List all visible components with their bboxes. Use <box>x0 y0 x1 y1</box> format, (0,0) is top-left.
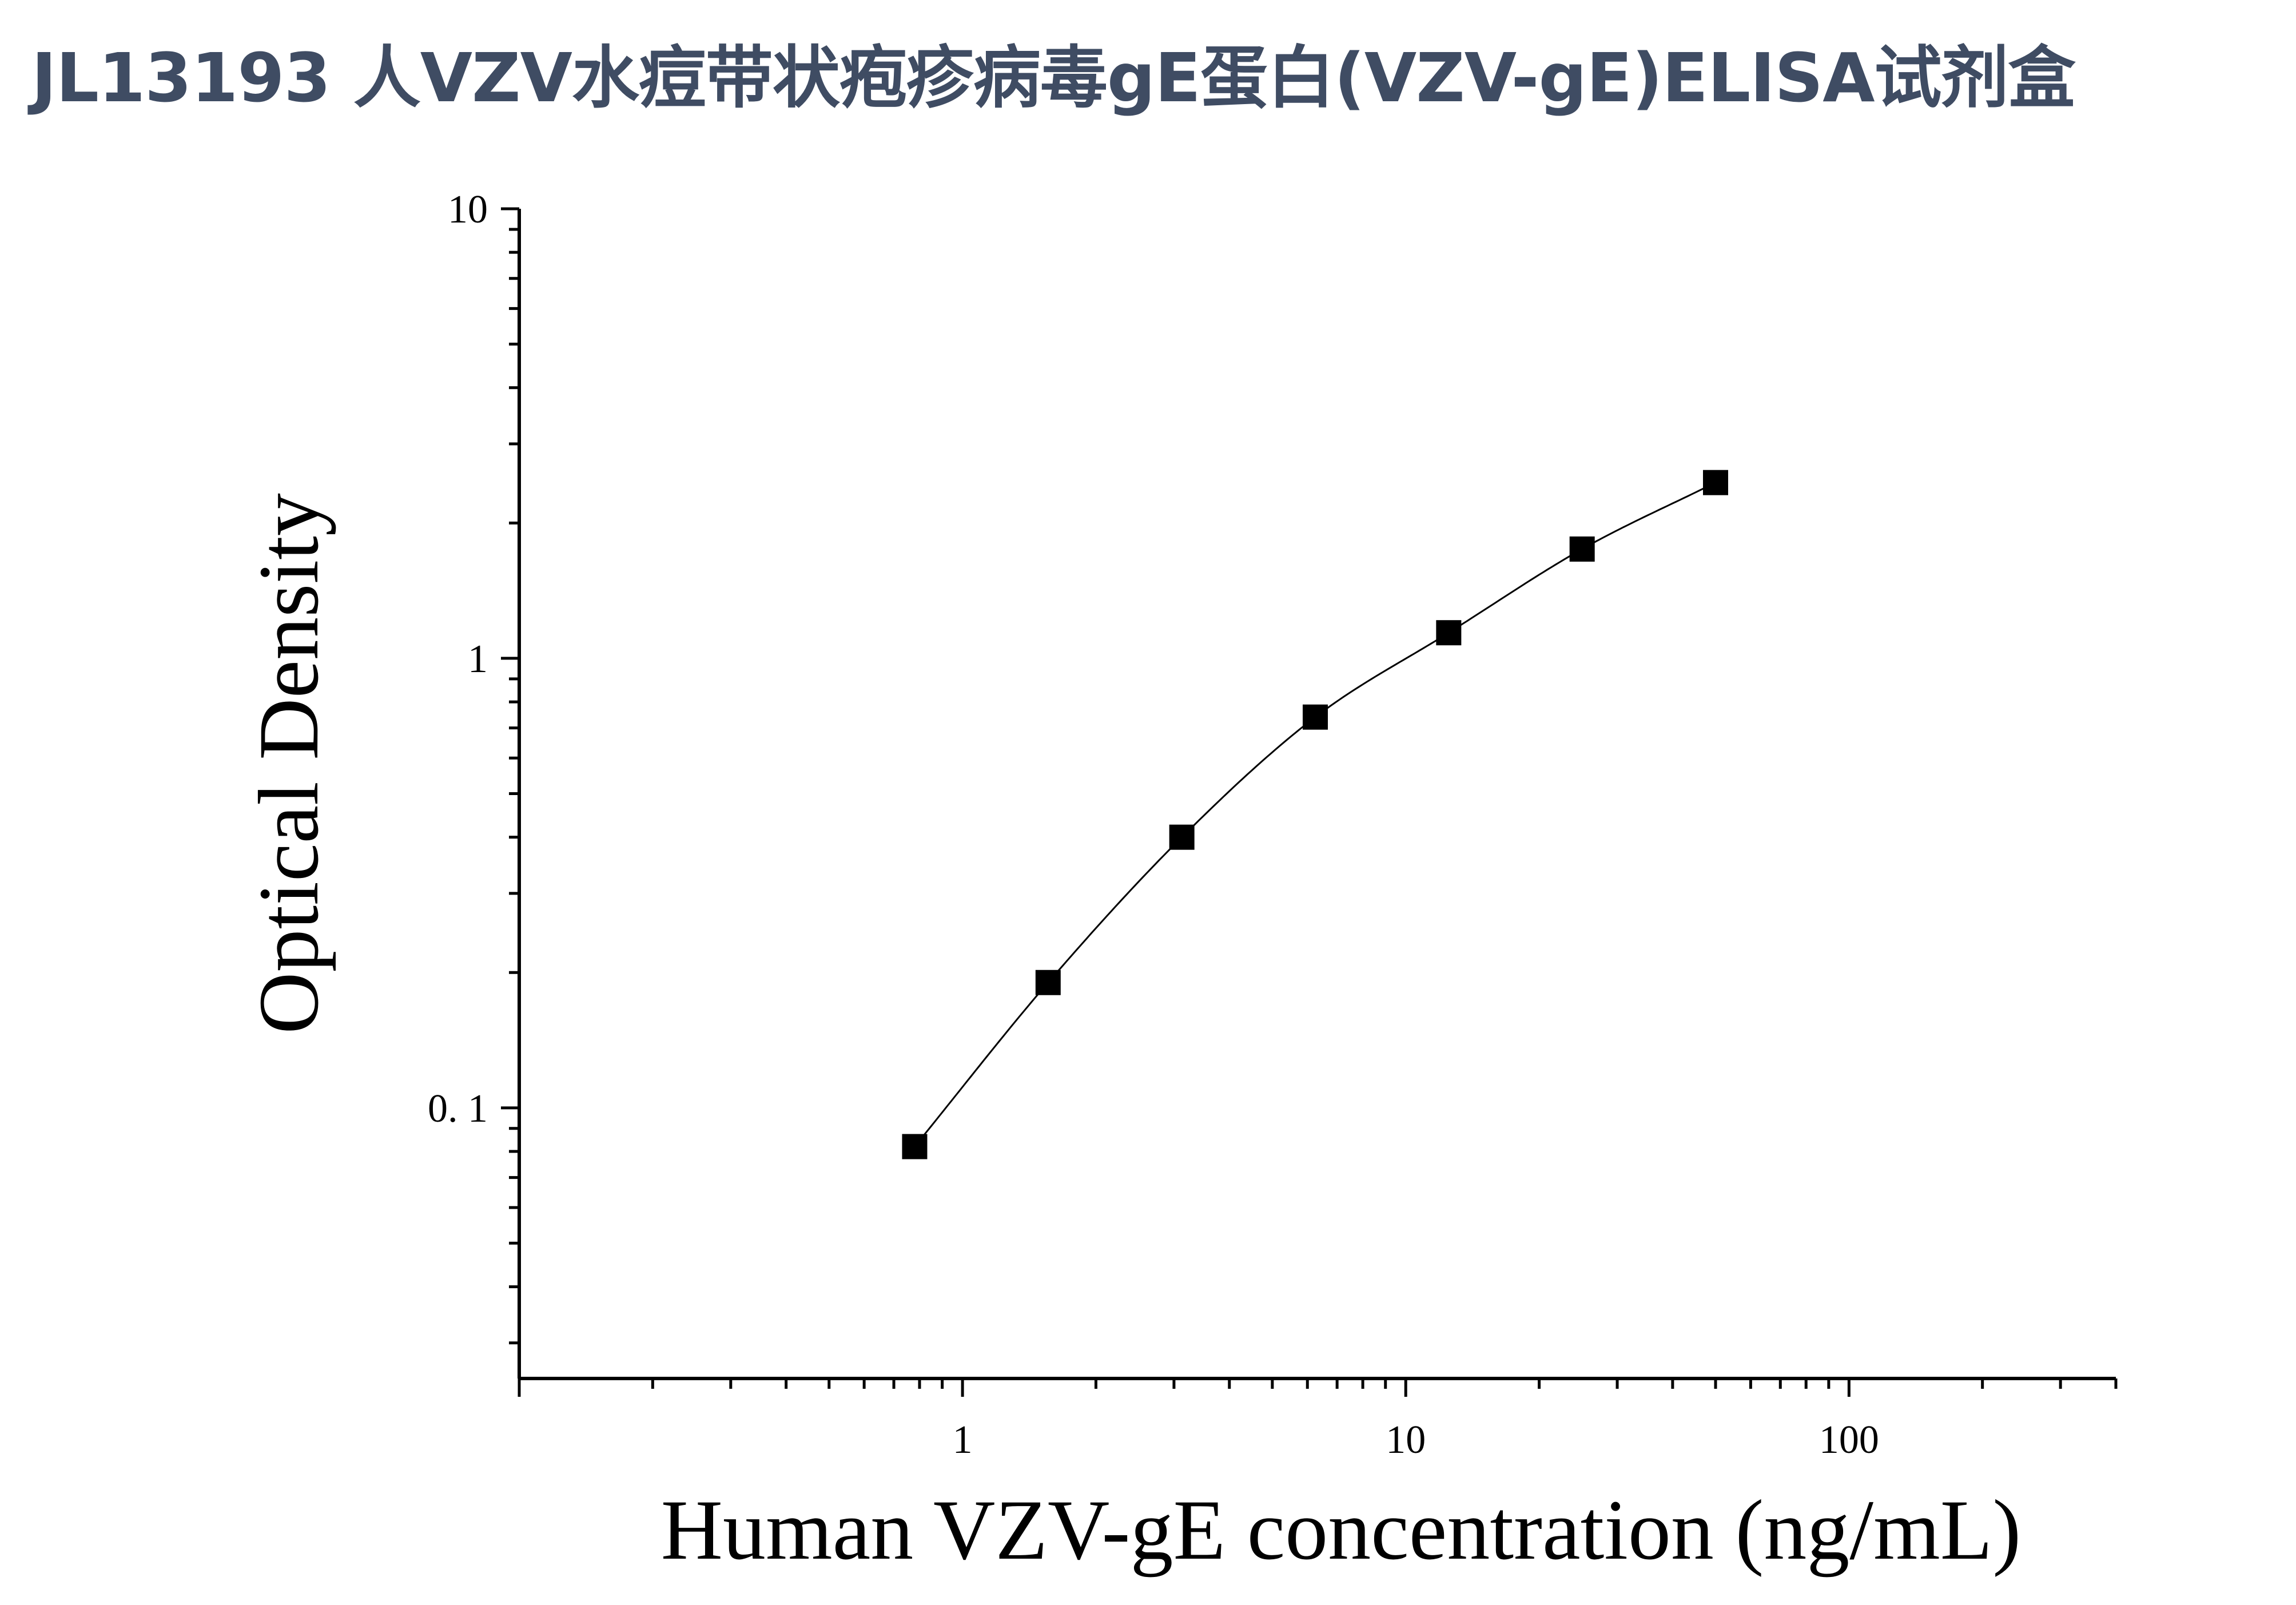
fit-curve <box>914 482 1716 1147</box>
data-point <box>1703 470 1729 495</box>
data-point <box>1569 536 1595 562</box>
data-point <box>1436 620 1462 646</box>
data-point <box>902 1134 928 1159</box>
x-axis-label: Human VZV-gE concentration (ng/mL) <box>661 1483 2022 1578</box>
x-tick-label: 100 <box>1819 1418 1879 1462</box>
data-points-layer <box>902 470 1729 1159</box>
data-point <box>1169 824 1195 850</box>
y-tick-label: 1 <box>468 637 488 681</box>
axes: 1 10 100 0. 1 1 10 <box>428 188 2118 1462</box>
y-axis-label: Optical Density <box>241 493 336 1034</box>
data-point <box>1303 704 1328 730</box>
x-tick-label: 1 <box>953 1418 973 1462</box>
data-point <box>1035 970 1061 995</box>
fit-curve-layer <box>914 482 1716 1147</box>
chart-title: JL13193 人VZV水痘带状疱疹病毒gE蛋白(VZV-gE)ELISA试剂盒 <box>31 38 2076 117</box>
y-tick-label: 10 <box>448 188 488 232</box>
y-tick-label: 0. 1 <box>428 1087 488 1131</box>
x-tick-label: 10 <box>1386 1418 1426 1462</box>
